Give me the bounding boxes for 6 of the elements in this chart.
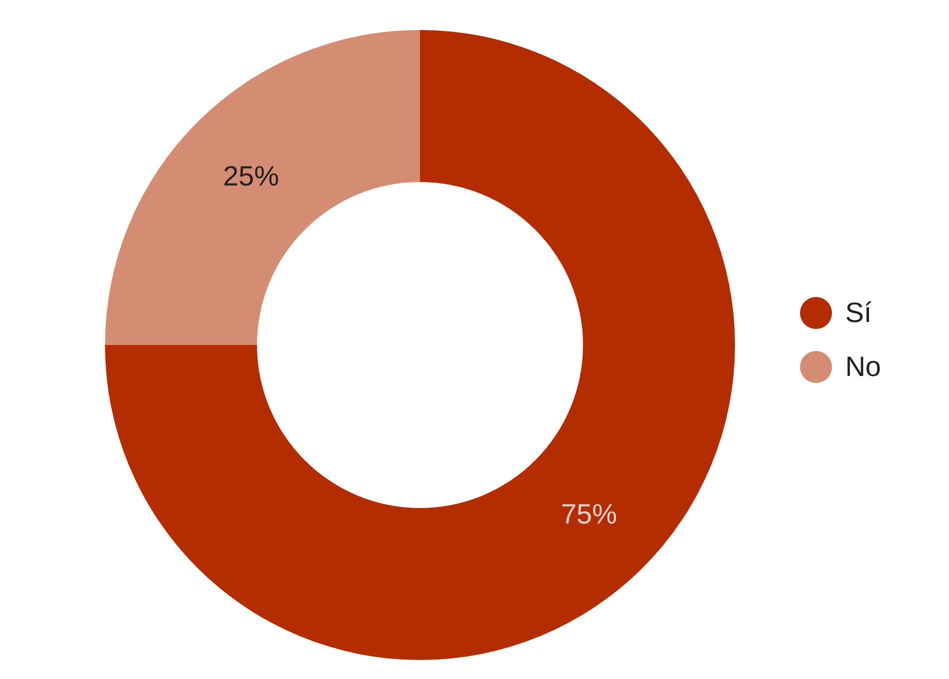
donut-slice <box>105 30 735 660</box>
legend-label: Sí <box>845 296 872 328</box>
legend-label: No <box>845 350 881 382</box>
donut-slice <box>105 30 420 345</box>
data-label: 75% <box>560 498 618 530</box>
data-label: 25% <box>222 160 280 192</box>
